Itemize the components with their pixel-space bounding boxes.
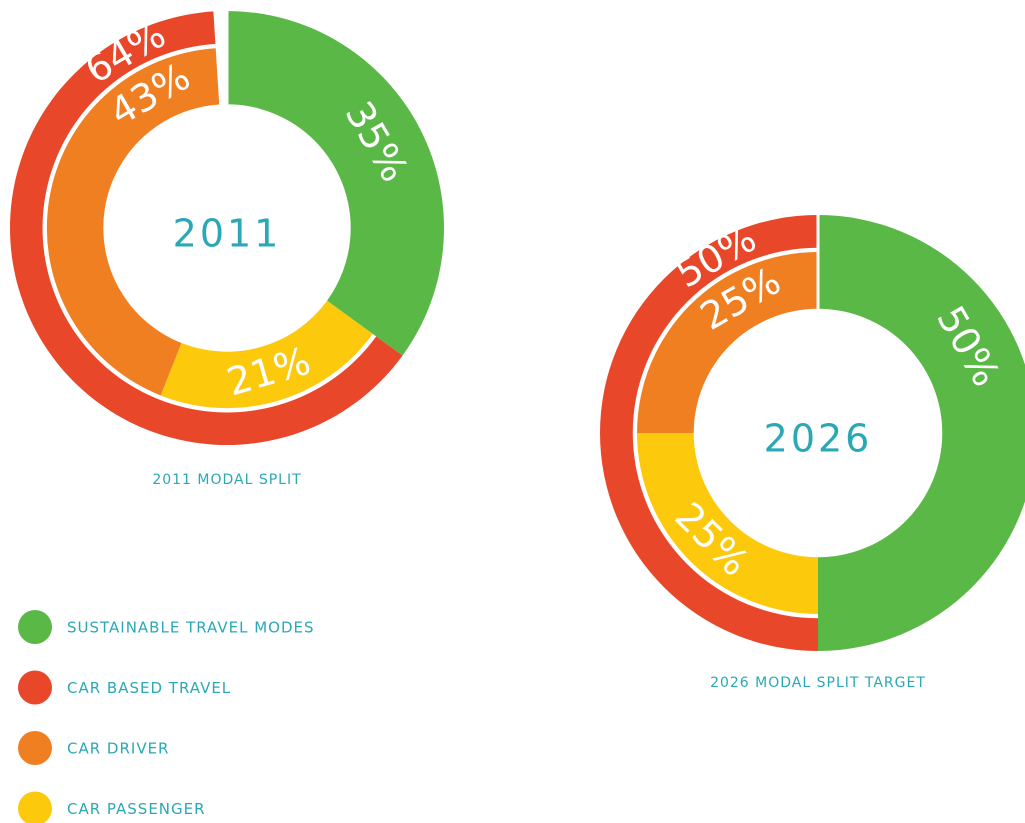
center-label: 2026	[764, 417, 873, 461]
sustainable-segment	[227, 11, 445, 356]
legend-label: SUSTAINABLE TRAVEL MODES	[67, 619, 315, 637]
caption: 2026 MODAL SPLIT TARGET	[710, 675, 926, 691]
legend-swatch	[18, 731, 52, 765]
car-passenger-segment	[637, 433, 818, 614]
legend-label: CAR BASED TRAVEL	[67, 679, 231, 697]
sustainable-segment	[818, 215, 1025, 651]
legend-swatch	[18, 610, 52, 644]
car-passenger-segment	[160, 300, 373, 409]
car-driver-segment	[637, 252, 818, 433]
legend-swatch	[18, 670, 52, 705]
car-driver-segment	[46, 48, 220, 396]
center-label: 2011	[173, 212, 282, 256]
car-based-segment	[600, 215, 818, 651]
legend-swatch	[18, 791, 52, 823]
caption: 2011 MODAL SPLIT	[152, 472, 301, 488]
legend-label: CAR PASSENGER	[67, 800, 206, 818]
legend-label: CAR DRIVER	[67, 740, 169, 758]
